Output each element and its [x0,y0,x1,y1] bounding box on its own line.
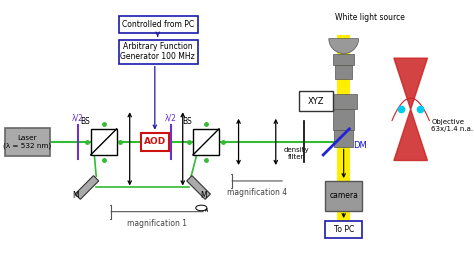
Bar [335,65,352,79]
Text: Controlled from PC: Controlled from PC [121,20,194,29]
Text: XYZ: XYZ [308,97,324,106]
Text: BS: BS [80,117,90,126]
Text: λ/2: λ/2 [164,113,177,122]
Bar [187,176,210,199]
Text: Objective
63x/1.4 n.a.: Objective 63x/1.4 n.a. [431,119,473,132]
Bar [333,109,354,130]
Bar [325,181,362,211]
Text: White light source: White light source [335,13,405,23]
Bar [118,40,198,64]
Polygon shape [329,39,358,54]
Bar [141,133,169,151]
Text: Laser
(λ = 532 nm): Laser (λ = 532 nm) [3,135,52,149]
Text: DM: DM [353,141,367,150]
Polygon shape [394,109,428,161]
Bar [5,128,50,156]
Bar [337,35,350,235]
Text: BS: BS [182,117,192,126]
Bar [118,16,198,33]
Polygon shape [394,58,428,109]
Bar [325,221,362,238]
Text: density
filter: density filter [283,147,309,160]
Bar [299,91,333,111]
Bar [331,94,357,109]
Text: Arbitrary Function
Generator 100 MHz: Arbitrary Function Generator 100 MHz [120,42,195,61]
Bar [75,176,99,199]
Bar [334,130,353,147]
Text: camera: camera [329,191,358,200]
Text: magnification 1: magnification 1 [127,219,187,228]
Text: To PC: To PC [334,225,354,234]
Text: λ/2: λ/2 [72,113,83,122]
Text: M: M [73,192,79,200]
Text: magnification 4: magnification 4 [227,188,287,197]
Bar [91,129,117,155]
Text: AOD: AOD [144,137,166,146]
Text: M: M [200,192,207,200]
Bar [333,54,354,65]
Bar [193,129,219,155]
